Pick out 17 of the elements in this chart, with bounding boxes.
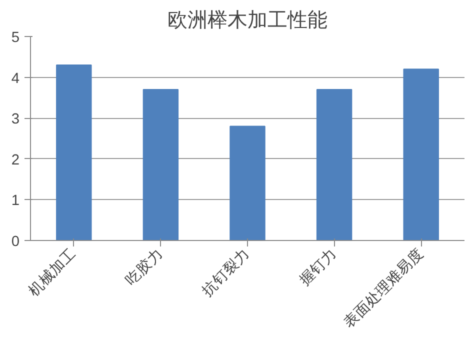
bar <box>56 64 92 240</box>
y-tick-label: 1 <box>11 193 20 210</box>
bar <box>230 126 266 240</box>
bar <box>316 89 352 240</box>
y-tick-label: 4 <box>11 70 20 87</box>
x-tick-label: 机械加工 <box>25 245 80 300</box>
x-tick-label: 抗钉裂力 <box>198 245 254 300</box>
y-tick-label: 2 <box>11 152 20 168</box>
bar <box>142 89 179 240</box>
y-tick-label: 5 <box>11 30 20 46</box>
bar <box>403 68 439 240</box>
y-tick-label: 0 <box>11 234 20 250</box>
chart-title: 欧洲榉木加工性能 <box>168 8 328 32</box>
y-tick-label: 3 <box>11 112 20 128</box>
x-tick-label: 表面处理难易度 <box>340 245 427 332</box>
x-tick-label: 握钉力 <box>296 245 340 289</box>
x-tick-label: 吃胶力 <box>122 245 166 289</box>
